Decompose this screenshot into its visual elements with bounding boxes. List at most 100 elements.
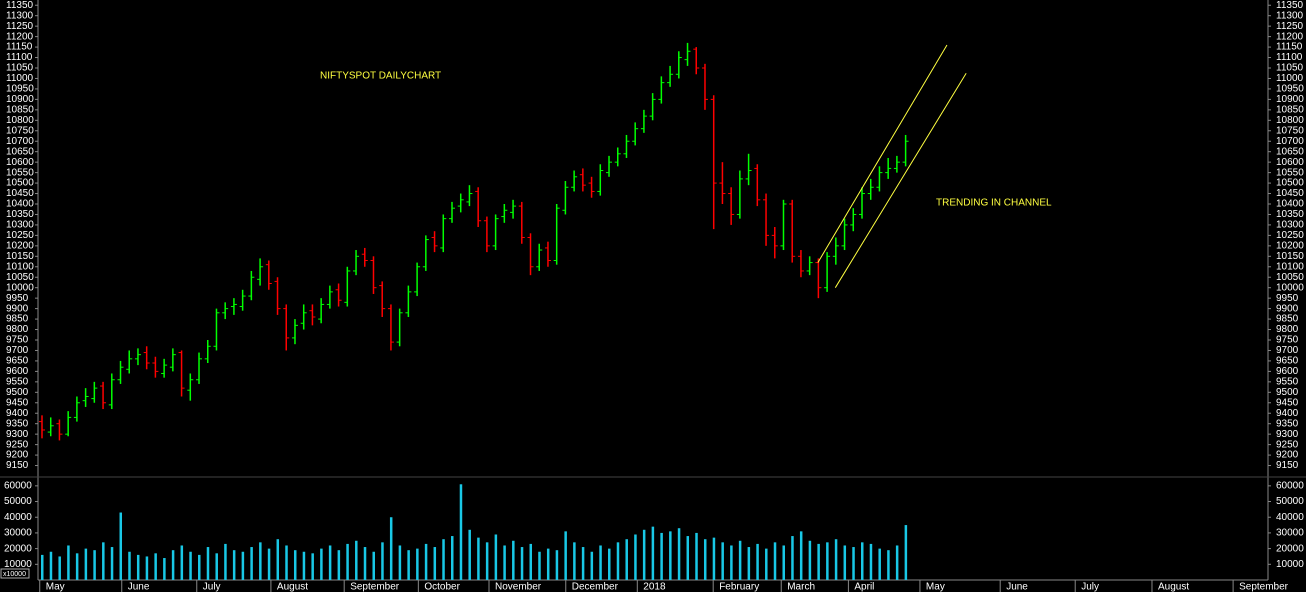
- y-tick-label: 10200: [1276, 240, 1304, 251]
- y-tick-label: 10100: [1276, 261, 1304, 272]
- volume-bar: [337, 550, 341, 580]
- volume-bar: [712, 537, 716, 580]
- volume-bar: [433, 547, 437, 580]
- volume-bar: [852, 547, 855, 580]
- volume-bar: [634, 534, 637, 580]
- y-tick-label: 9150: [6, 460, 29, 471]
- x-tick-label: November: [495, 582, 542, 592]
- x-tick-label: May: [46, 582, 65, 592]
- y-tick-label: 9800: [1276, 324, 1299, 335]
- y-tick-label: 9750: [1276, 335, 1299, 346]
- volume-bar: [293, 550, 297, 580]
- volume-bar: [355, 540, 358, 580]
- volume-bar: [878, 548, 881, 580]
- volume-bar: [328, 545, 332, 580]
- volume-bar: [398, 545, 402, 580]
- volume-tick-label: 40000: [1276, 512, 1304, 523]
- volume-bar: [895, 545, 899, 580]
- volume-bar: [590, 551, 594, 580]
- volume-bar: [381, 542, 384, 580]
- x-tick-label: December: [572, 582, 619, 592]
- volume-bar: [564, 531, 567, 580]
- y-tick-label: 11250: [6, 21, 34, 32]
- volume-bar: [756, 543, 759, 580]
- y-tick-label: 10000: [1276, 282, 1304, 293]
- volume-bar: [136, 554, 140, 580]
- y-tick-label: 9900: [6, 303, 29, 314]
- y-tick-label: 11100: [1276, 52, 1303, 63]
- y-tick-label: 11250: [1276, 21, 1304, 32]
- y-tick-label: 10650: [6, 146, 34, 157]
- y-tick-label: 10600: [1276, 157, 1304, 168]
- volume-tick-label: 60000: [1276, 480, 1304, 491]
- volume-bar: [389, 517, 393, 580]
- y-tick-label: 9700: [1276, 345, 1299, 356]
- volume-bar: [555, 550, 559, 580]
- volume-tick-label: 10000: [4, 559, 32, 570]
- y-tick-label: 9450: [6, 397, 29, 408]
- y-tick-label: 10650: [1276, 146, 1304, 157]
- volume-bar: [311, 553, 314, 580]
- volume-bar: [721, 542, 724, 580]
- volume-bar: [250, 547, 253, 580]
- volume-bar: [102, 542, 105, 580]
- volume-bar: [67, 545, 70, 580]
- volume-bar: [372, 551, 375, 580]
- y-tick-label: 10700: [6, 136, 34, 147]
- volume-bar: [180, 545, 184, 580]
- y-tick-label: 9800: [6, 324, 29, 335]
- volume-bar: [302, 551, 306, 580]
- volume-bar: [215, 553, 218, 580]
- volume-bar: [75, 553, 79, 580]
- volume-bar: [782, 545, 785, 580]
- volume-bar: [442, 539, 445, 580]
- volume-bar: [616, 542, 620, 580]
- y-tick-label: 10050: [6, 272, 34, 283]
- volume-bar: [642, 529, 646, 580]
- x-tick-label: June: [1006, 582, 1028, 592]
- y-tick-label: 10000: [6, 282, 34, 293]
- volume-bar: [49, 551, 53, 580]
- y-tick-label: 10550: [1276, 167, 1304, 178]
- volume-bar: [773, 542, 777, 580]
- y-tick-label: 11000: [1276, 73, 1304, 84]
- volume-bar: [747, 547, 751, 580]
- y-tick-label: 9600: [6, 366, 29, 377]
- y-tick-label: 10750: [1276, 125, 1304, 136]
- y-tick-label: 9700: [6, 345, 29, 356]
- volume-bar: [503, 545, 506, 580]
- volume-bar: [241, 551, 245, 580]
- x-tick-label: June: [128, 582, 150, 592]
- y-tick-label: 10250: [6, 230, 34, 241]
- volume-bar: [154, 553, 157, 580]
- volume-bar: [573, 542, 576, 580]
- y-tick-label: 9250: [1276, 439, 1299, 450]
- volume-bar: [869, 543, 873, 580]
- x-tick-label: May: [926, 582, 945, 592]
- volume-bar: [346, 543, 349, 580]
- volume-bar: [363, 547, 367, 580]
- y-tick-label: 9750: [6, 335, 29, 346]
- y-tick-label: 9200: [1276, 450, 1299, 461]
- volume-tick-label: 10000: [1276, 559, 1304, 570]
- y-tick-label: 11000: [6, 73, 34, 84]
- volume-bar: [128, 551, 131, 580]
- y-tick-label: 11050: [1276, 63, 1304, 74]
- y-tick-label: 10400: [6, 199, 34, 210]
- y-tick-label: 11300: [1276, 10, 1304, 21]
- y-tick-label: 9600: [1276, 366, 1299, 377]
- volume-bar: [424, 543, 428, 580]
- x-tick-label: March: [787, 582, 815, 592]
- y-tick-label: 10900: [1276, 94, 1304, 105]
- volume-bar: [738, 540, 742, 580]
- x-tick-label: February: [719, 582, 759, 592]
- volume-bar: [224, 543, 227, 580]
- trendline: [834, 72, 967, 288]
- volume-bar: [730, 545, 733, 580]
- volume-bar: [651, 526, 655, 580]
- x-tick-label: July: [203, 582, 221, 592]
- volume-bar: [686, 536, 690, 580]
- volume-tick-label: 30000: [1276, 528, 1304, 539]
- y-tick-label: 10550: [6, 167, 34, 178]
